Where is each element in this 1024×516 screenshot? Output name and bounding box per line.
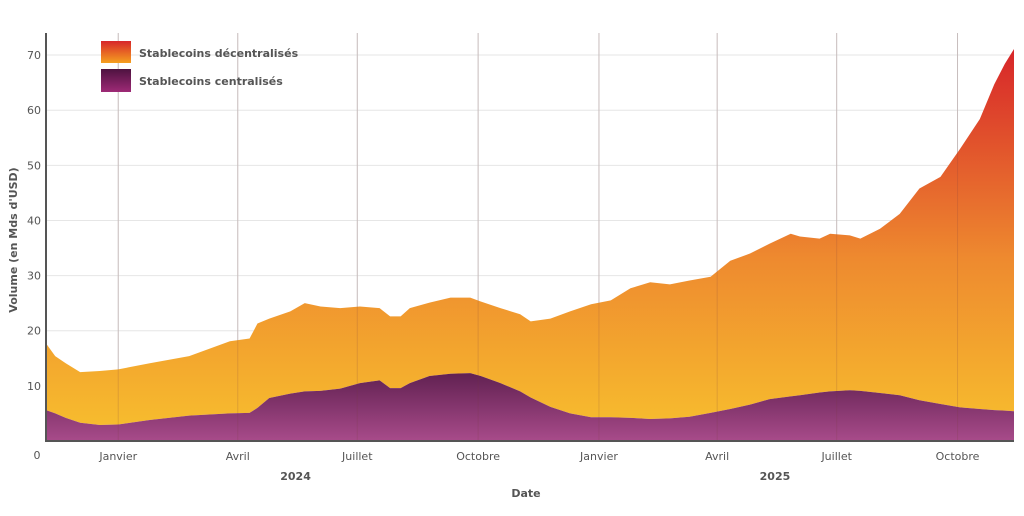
stacked-areas — [46, 33, 1014, 441]
y-tick-label: 20 — [27, 325, 41, 338]
y-tick-label: 50 — [27, 159, 41, 172]
y-tick-label: 10 — [27, 380, 41, 393]
legend-label-centralized: Stablecoins centralisés — [139, 75, 283, 88]
axes — [45, 33, 1014, 442]
year-label: 2025 — [760, 470, 791, 483]
y-tick-label: 70 — [27, 49, 41, 62]
y-tick-label: 40 — [27, 214, 41, 227]
year-label: 2024 — [280, 470, 311, 483]
y-tick-label: 60 — [27, 104, 41, 117]
x-tick-label: Octobre — [456, 450, 500, 463]
x-tick-label: Avril — [705, 450, 729, 463]
x-axis-title: Date — [511, 487, 540, 500]
x-tick-label: Octobre — [936, 450, 980, 463]
legend: Stablecoins décentralisés Stablecoins ce… — [101, 41, 299, 92]
area-stablecoins-centralises — [46, 373, 1014, 441]
x-tick-label: Janvier — [579, 450, 618, 463]
x-tick-label: Avril — [226, 450, 250, 463]
area-stablecoins-decentralises — [46, 48, 1014, 426]
x-tick-label: Juillet — [820, 450, 852, 463]
x-tick-label: Janvier — [98, 450, 137, 463]
x-tick-label: Juillet — [341, 450, 373, 463]
tick-labels: 0 10 20 30 40 50 60 70 Janvier Avril Juillet Octobr… — [27, 49, 980, 483]
y-tick-label: 0 — [34, 449, 41, 462]
legend-swatch-decentralized — [101, 41, 131, 63]
y-axis-title: Volume (en Mds d'USD) — [7, 167, 20, 312]
legend-swatch-centralized — [101, 69, 131, 92]
legend-label-decentralized: Stablecoins décentralisés — [139, 47, 299, 60]
y-tick-label: 30 — [27, 270, 41, 283]
